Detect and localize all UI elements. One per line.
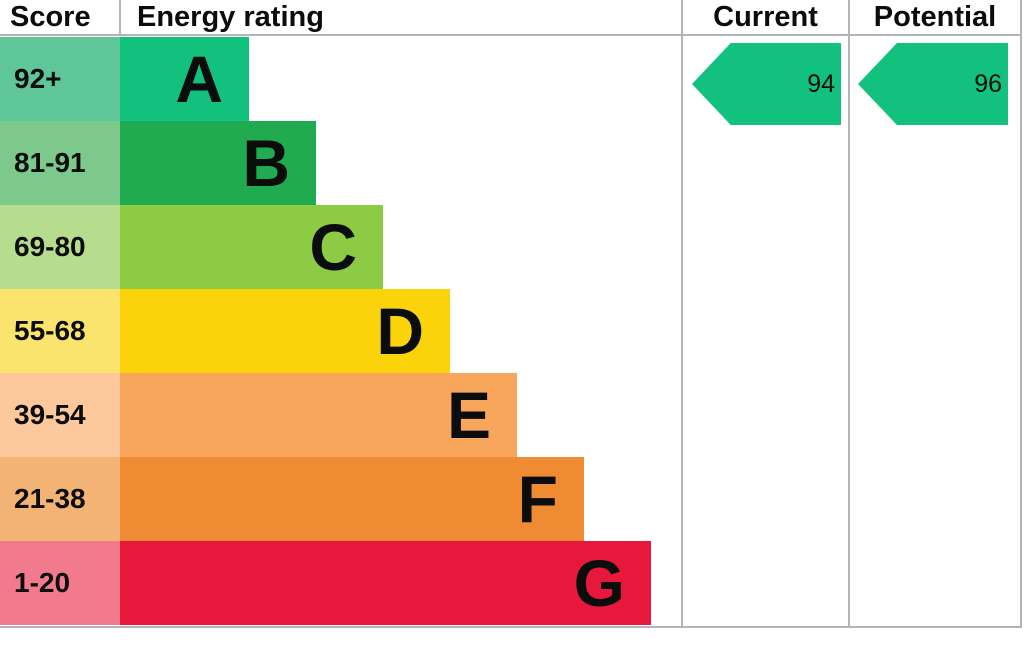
current-rating-arrow: 94: [692, 43, 841, 125]
band-row-g: 1-20 G: [0, 541, 651, 625]
band-score-cell: 55-68: [0, 289, 120, 373]
grid-line-bottom-border: [0, 626, 1022, 628]
current-column-header: Current: [713, 1, 818, 33]
band-score-cell: 21-38: [0, 457, 120, 541]
grid-line-header-underline: [0, 34, 1022, 36]
current-rating-value: 94: [807, 69, 835, 98]
potential-column-header: Potential: [873, 1, 997, 33]
band-bar: A: [120, 37, 249, 121]
band-row-e: 39-54 E: [0, 373, 517, 457]
band-letter: A: [175, 42, 223, 116]
band-score-cell: 81-91: [0, 121, 120, 205]
band-letter: B: [242, 126, 290, 200]
band-letter: E: [446, 378, 491, 452]
band-letter: C: [309, 210, 357, 284]
band-letter: D: [376, 294, 424, 368]
grid-line-right-border: [1020, 0, 1022, 628]
grid-line-current-divider: [681, 0, 683, 628]
band-bar: D: [120, 289, 450, 373]
band-row-d: 55-68 D: [0, 289, 450, 373]
band-bar: C: [120, 205, 383, 289]
band-score-cell: 69-80: [0, 205, 120, 289]
band-bar: G: [120, 541, 651, 625]
score-column-header: Score: [10, 1, 91, 33]
band-row-f: 21-38 F: [0, 457, 584, 541]
band-score-cell: 1-20: [0, 541, 120, 625]
band-bar: F: [120, 457, 584, 541]
band-bar: E: [120, 373, 517, 457]
grid-line-score-divider: [119, 0, 121, 36]
potential-rating-value: 96: [974, 69, 1002, 98]
band-score-cell: 39-54: [0, 373, 120, 457]
grid-line-potential-divider: [848, 0, 850, 628]
band-row-b: 81-91 B: [0, 121, 316, 205]
band-letter: G: [573, 546, 625, 620]
band-score-cell: 92+: [0, 37, 120, 121]
energy-rating-column-header: Energy rating: [137, 1, 324, 33]
band-bar: B: [120, 121, 316, 205]
band-row-a: 92+ A: [0, 37, 249, 121]
band-letter: F: [517, 462, 558, 536]
potential-rating-arrow: 96: [858, 43, 1008, 125]
band-row-c: 69-80 C: [0, 205, 383, 289]
